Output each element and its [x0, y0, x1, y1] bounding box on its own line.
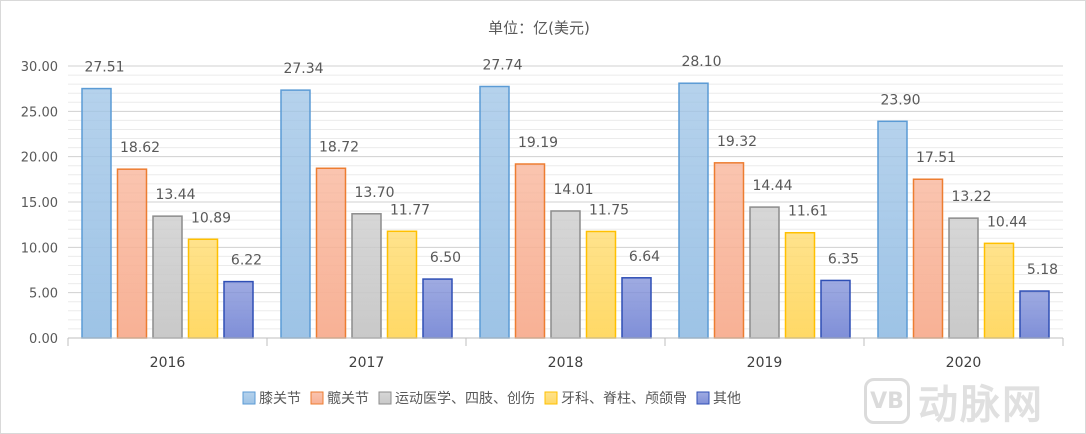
bar: [585, 230, 617, 339]
bar: [912, 178, 944, 339]
bar: [784, 231, 816, 339]
legend-label: 其他: [713, 391, 741, 407]
bar: [386, 230, 418, 339]
data-label: 6.64: [629, 249, 660, 265]
data-label: 18.62: [120, 140, 160, 156]
data-labels: 27.5118.6213.4410.896.2227.3418.7213.701…: [84, 54, 1058, 278]
y-tick-label: 15.00: [21, 196, 58, 211]
data-label: 28.10: [681, 54, 721, 70]
watermark: VB 动脉网: [864, 372, 1044, 430]
data-label: 14.44: [752, 178, 792, 194]
bar: [877, 120, 908, 339]
legend-swatch: [696, 391, 710, 405]
bar: [280, 89, 311, 339]
bar: [187, 238, 219, 339]
data-label: 10.44: [987, 214, 1027, 230]
y-axis: 0.00 5.00 10.00 15.00 20.00 25.00 30.00: [21, 60, 58, 347]
bar: [550, 210, 581, 339]
bar: [713, 162, 745, 339]
bar: [820, 279, 851, 339]
bar: [948, 217, 979, 339]
data-label: 5.18: [1027, 262, 1058, 278]
legend-label: 膝关节: [259, 391, 301, 407]
data-label: 14.01: [553, 182, 593, 198]
data-label: 27.74: [482, 57, 522, 73]
vb-logo-icon: VB: [864, 378, 910, 424]
bar: [152, 215, 183, 339]
bar: [983, 242, 1015, 339]
legend-label: 运动医学、四肢、创伤: [395, 391, 535, 407]
x-tick-label: 2020: [946, 355, 982, 371]
legend-item: 髋关节: [310, 390, 369, 407]
bar: [81, 87, 112, 339]
legend-swatch: [378, 391, 392, 405]
legend-item: 运动医学、四肢、创伤: [378, 391, 535, 407]
bar: [479, 85, 510, 339]
x-tick-label: 2016: [150, 355, 186, 371]
legend-item: 其他: [696, 391, 741, 407]
data-label: 13.70: [354, 185, 394, 201]
bar: [422, 278, 453, 339]
bar: [514, 163, 546, 339]
data-label: 10.89: [191, 210, 231, 226]
data-label: 19.19: [518, 135, 558, 151]
data-label: 11.75: [589, 202, 629, 218]
data-label: 19.32: [717, 134, 757, 150]
x-tick-label: 2017: [349, 355, 385, 371]
data-label: 18.72: [319, 139, 359, 155]
bar: [678, 82, 709, 339]
legend-label: 牙科、脊柱、颅颌骨: [561, 391, 687, 407]
data-label: 6.50: [430, 250, 461, 266]
x-axis: 2016 2017 2018 2019 2020: [67, 337, 1064, 371]
y-tick-label: 5.00: [29, 287, 58, 302]
bars: [81, 82, 1050, 339]
legend-item: 牙科、脊柱、颅颌骨: [544, 391, 687, 407]
data-label: 6.35: [828, 251, 859, 267]
y-tick-label: 30.00: [21, 60, 58, 75]
bar: [1019, 290, 1050, 339]
legend-swatch: [242, 391, 256, 405]
x-tick-label: 2018: [548, 355, 584, 371]
legend-label: 髋关节: [327, 390, 369, 407]
x-tick-label: 2019: [747, 355, 783, 371]
data-label: 17.51: [916, 150, 956, 166]
legend-swatch: [544, 391, 558, 405]
watermark-brand: 动脉网: [918, 382, 1044, 428]
data-label: 11.61: [788, 204, 828, 220]
data-label: 13.44: [155, 187, 195, 203]
y-tick-label: 20.00: [21, 151, 58, 166]
legend: 膝关节 髋关节 运动医学、四肢、创伤 牙科、脊柱、颅颌骨 其他: [242, 390, 741, 407]
bar: [621, 277, 652, 339]
data-label: 11.77: [390, 202, 430, 218]
data-label: 27.51: [84, 60, 124, 76]
legend-item: 膝关节: [242, 391, 301, 407]
bar: [223, 280, 254, 339]
legend-swatch: [310, 391, 324, 405]
chart-title: 单位：亿(美元): [488, 19, 590, 37]
bar: [749, 206, 780, 339]
y-tick-label: 25.00: [21, 105, 58, 120]
bar: [351, 213, 382, 339]
bar: [116, 168, 148, 339]
bar: [315, 167, 347, 339]
data-label: 13.22: [951, 189, 991, 205]
y-tick-label: 0.00: [29, 332, 58, 347]
data-label: 6.22: [231, 253, 262, 269]
data-label: 27.34: [283, 61, 323, 77]
y-tick-label: 10.00: [21, 241, 58, 256]
data-label: 23.90: [880, 92, 920, 108]
